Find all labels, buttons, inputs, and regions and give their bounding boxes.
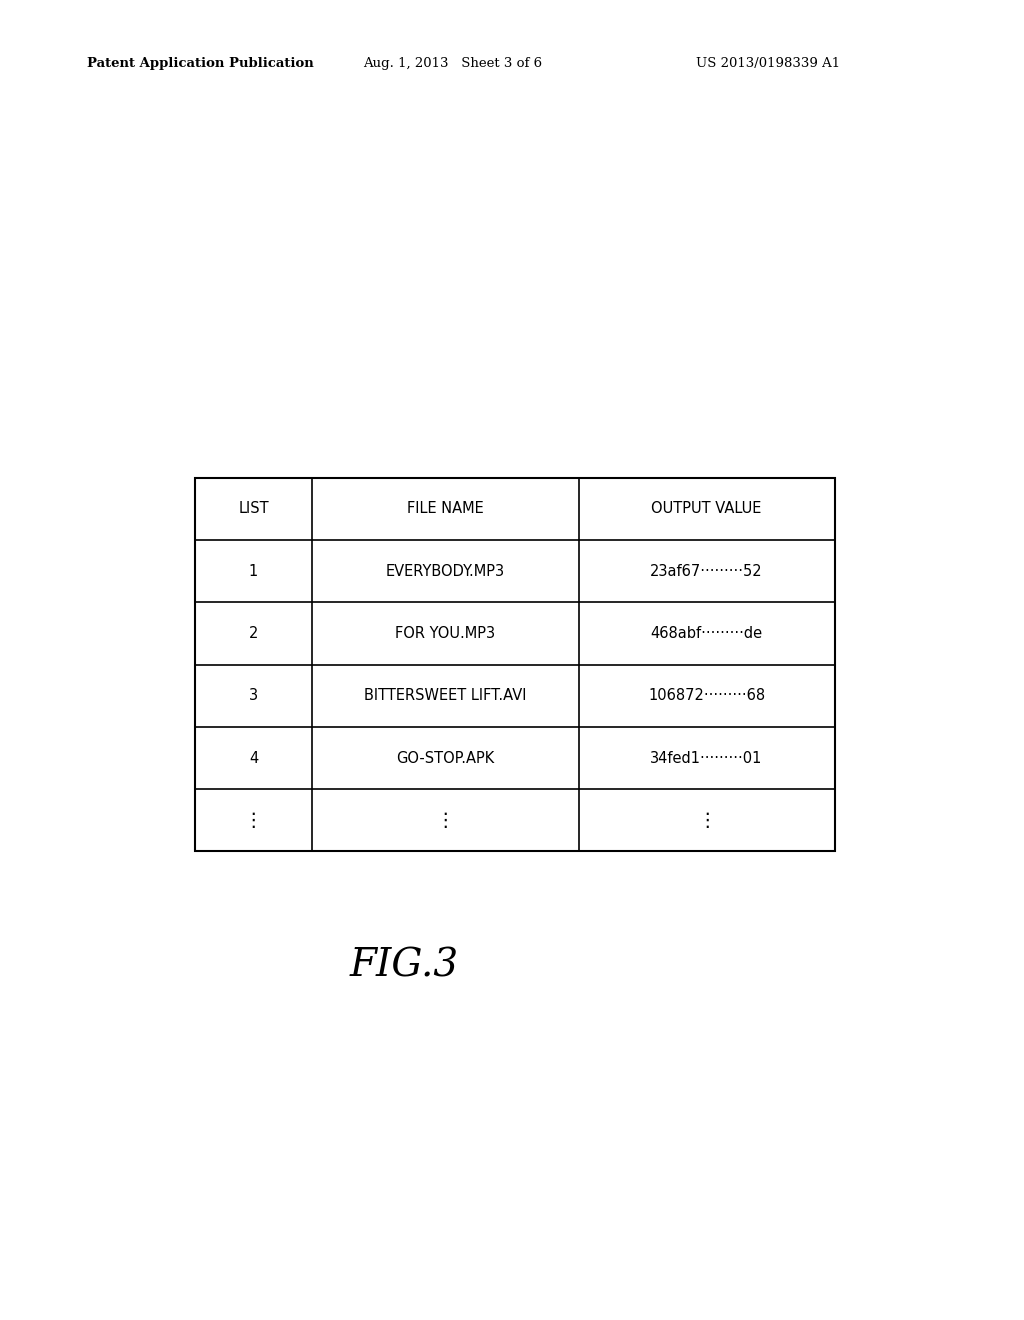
Bar [195,478,835,851]
Text: FOR YOU.MP3: FOR YOU.MP3 [395,626,496,642]
Text: 468abf·········de: 468abf·········de [650,626,763,642]
Text: FIG.3: FIG.3 [350,948,459,985]
Text: ⋮: ⋮ [244,810,263,830]
Text: OUTPUT VALUE: OUTPUT VALUE [651,502,762,516]
Text: US 2013/0198339 A1: US 2013/0198339 A1 [696,57,841,70]
Text: BITTERSWEET LIFT.AVI: BITTERSWEET LIFT.AVI [365,688,526,704]
Text: GO-STOP.APK: GO-STOP.APK [396,751,495,766]
Text: 3: 3 [249,688,258,704]
Text: 2: 2 [249,626,258,642]
Text: 4: 4 [249,751,258,766]
Text: Patent Application Publication: Patent Application Publication [87,57,313,70]
Text: 23af67·········52: 23af67·········52 [650,564,763,578]
Text: 34fed1·········01: 34fed1·········01 [650,751,763,766]
Text: ⋮: ⋮ [435,810,456,830]
Text: 1: 1 [249,564,258,578]
Text: EVERYBODY.MP3: EVERYBODY.MP3 [386,564,505,578]
Text: Aug. 1, 2013   Sheet 3 of 6: Aug. 1, 2013 Sheet 3 of 6 [364,57,543,70]
Text: LIST: LIST [239,502,268,516]
Text: ⋮: ⋮ [696,810,717,830]
Text: 106872·········68: 106872·········68 [648,688,765,704]
Text: FILE NAME: FILE NAME [408,502,483,516]
